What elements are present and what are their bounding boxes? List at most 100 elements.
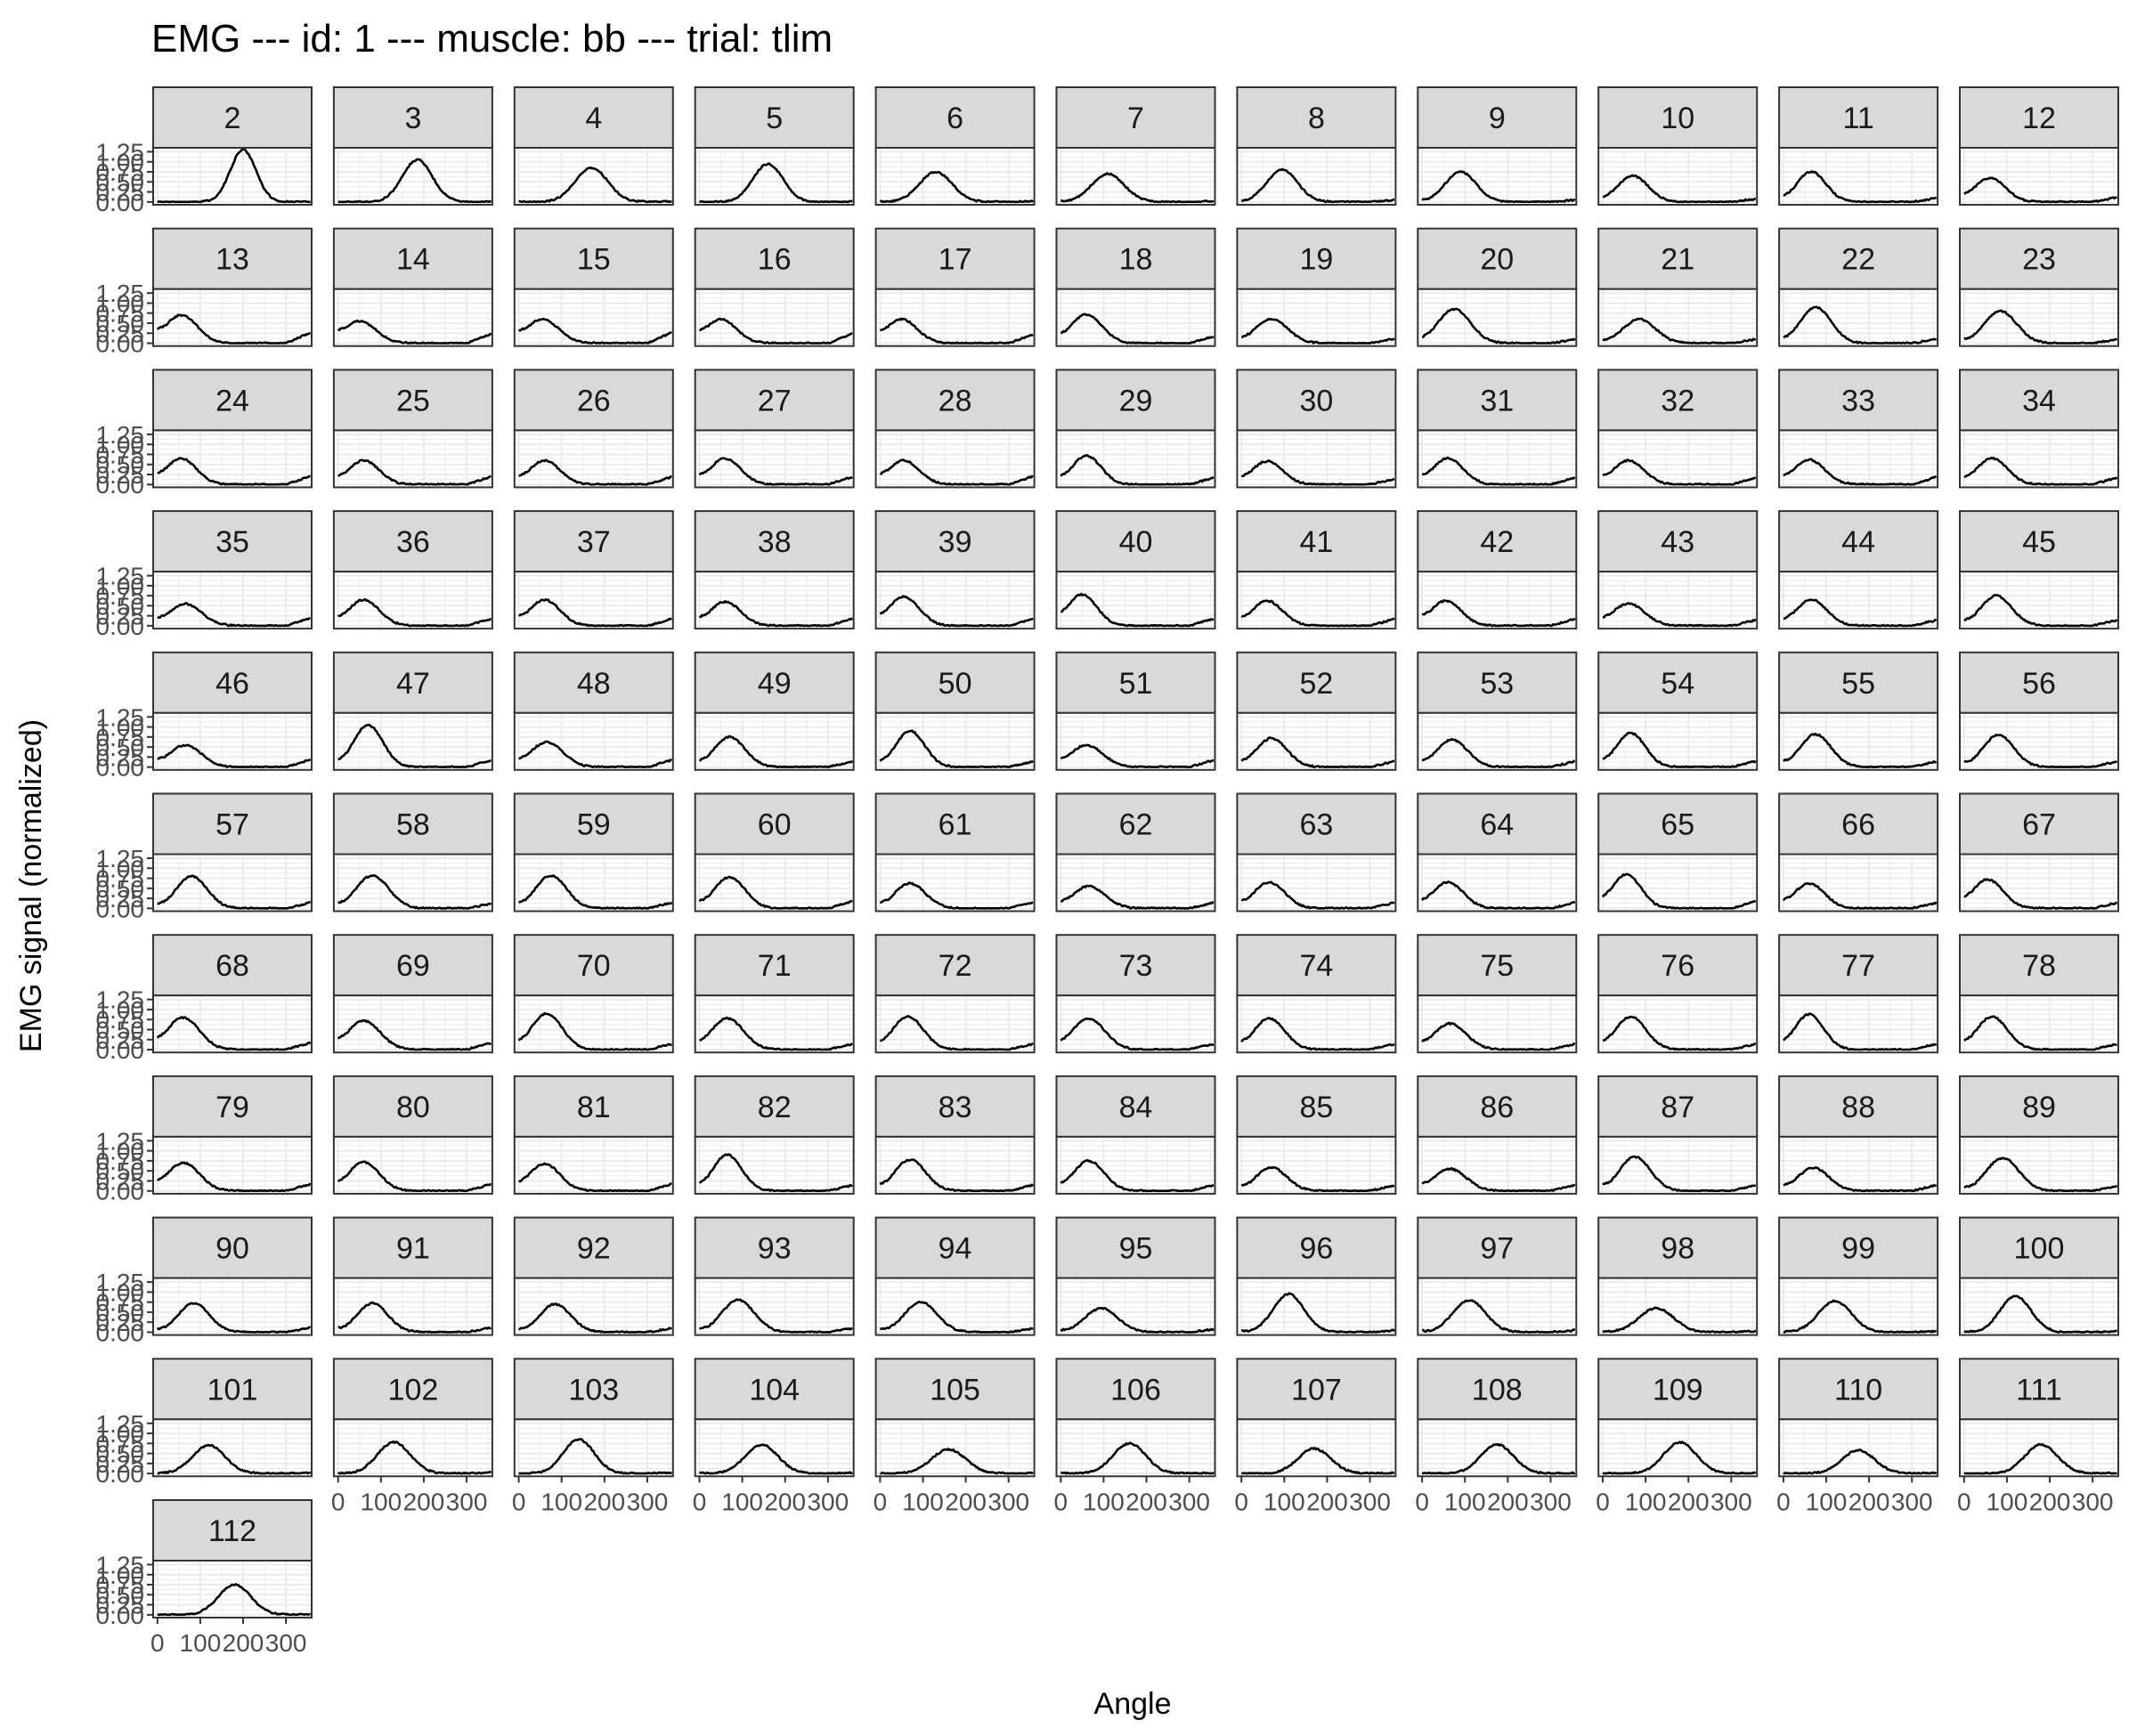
facet-panel-border: [332, 1135, 493, 1195]
facet-strip-label: 44: [1841, 525, 1875, 559]
facet-plot-area: [514, 572, 673, 629]
x-tick-label: 300: [1891, 1488, 1933, 1515]
emg-series-line: [1060, 1017, 1215, 1051]
facet-panel-border: [332, 147, 493, 206]
facet-strip: [694, 934, 855, 997]
facet-strip-label: 20: [1480, 243, 1514, 277]
facet-strip: [874, 1075, 1036, 1138]
facet-plot-area: [333, 288, 492, 346]
y-tick-label: 0.75: [96, 1571, 145, 1599]
emg-series-line: [337, 1018, 492, 1051]
y-tick-label: 0.25: [96, 461, 145, 489]
facet-strip: [1417, 1075, 1578, 1138]
facet-strip-label: 43: [1661, 525, 1694, 559]
facet-panel-border: [1778, 711, 1939, 771]
x-tick-label: 300: [627, 1488, 669, 1515]
facet-panel: 43: [1597, 510, 1759, 630]
facet-strip: [513, 86, 674, 149]
facet-panel: 97: [1417, 1216, 1578, 1336]
facet-panel-border: [513, 1277, 674, 1336]
facet-plot-area: [1418, 430, 1577, 488]
facet-panel: 78: [1959, 934, 2119, 1054]
emg-series-line: [1060, 743, 1215, 768]
facet-plot-area: [514, 712, 673, 770]
facet-strip-label: 96: [1299, 1232, 1333, 1266]
facet-panel: 66: [1778, 792, 1939, 913]
x-tick-label: 200: [1306, 1488, 1348, 1515]
facet-panel: 6: [874, 86, 1036, 206]
emg-series-line: [337, 723, 492, 768]
emg-series-line: [518, 740, 672, 768]
facet-panel-border: [1236, 1135, 1397, 1195]
facet-panel: 106 0 100 200 300: [1054, 1358, 1216, 1515]
facet-strip-label: 87: [1661, 1091, 1694, 1124]
emg-series-line: [699, 317, 853, 345]
facet-plot-area: [1598, 1419, 1758, 1477]
emg-series-line: [1421, 1021, 1576, 1051]
x-tick-label: 0: [1054, 1488, 1068, 1515]
facet-plot-area: [1056, 1419, 1215, 1477]
emg-series-line: [698, 457, 853, 486]
facet-panel: 36: [332, 510, 493, 630]
facet-panel: 74: [1236, 934, 1397, 1054]
facet-strip: [1417, 934, 1578, 997]
y-tick-label: 0.50: [96, 875, 145, 903]
facet-strip: [152, 1075, 313, 1138]
facet-strip: [1597, 510, 1759, 573]
emg-series-line: [1240, 1017, 1395, 1051]
facet-plot-area: [1779, 1419, 1938, 1477]
facet-panel-border: [1417, 429, 1578, 489]
facet-panel-border: [1236, 147, 1397, 206]
y-tick-label: 0.50: [96, 451, 145, 479]
emg-series-line: [1783, 305, 1937, 345]
facet-strip: [513, 227, 674, 290]
facet-strip-label: 66: [1841, 808, 1875, 842]
facet-strip: [332, 934, 493, 997]
emg-series-line: [699, 1298, 853, 1334]
facet-strip: [1055, 369, 1216, 432]
facet-strip-label: 30: [1299, 384, 1333, 418]
facet-panel: 64: [1417, 792, 1578, 913]
y-tick-label: 0.75: [96, 865, 145, 893]
emg-series-line: [880, 1015, 1034, 1051]
facet-strip: [513, 1075, 674, 1138]
facet-strip-label: 12: [2022, 101, 2056, 135]
facet-strip-label: 3: [404, 101, 421, 135]
facet-panel-border: [1417, 571, 1578, 630]
facet-strip-label: 65: [1661, 808, 1694, 842]
emg-series-line: [880, 317, 1034, 345]
facet-strip-label: 8: [1308, 101, 1325, 135]
facet-panel: 16: [694, 227, 855, 347]
facet-strip-label: 92: [577, 1232, 611, 1266]
facet-strip: [1778, 510, 1939, 573]
emg-series-line: [517, 317, 672, 345]
facet-strip: [1959, 1216, 2119, 1279]
emg-series-line: [157, 602, 311, 628]
facet-panel: 82: [694, 1075, 855, 1195]
facet-strip-label: 52: [1299, 667, 1333, 701]
facet-panel: 68 0.000.250.500.751.001.25: [96, 934, 313, 1064]
facet-panel: 14: [332, 227, 493, 347]
y-tick-label: 1.00: [96, 1138, 145, 1165]
facet-panel-border: [874, 1135, 1036, 1195]
facet-strip-label: 80: [396, 1091, 430, 1124]
facet-strip-label: 86: [1480, 1091, 1514, 1124]
facet-panel: 37: [513, 510, 674, 630]
facet-strip-label: 101: [207, 1373, 258, 1407]
facet-strip-label: 6: [947, 101, 963, 135]
facet-strip: [1597, 934, 1759, 997]
x-tick-label: 100: [540, 1488, 582, 1515]
facet-plot-area: [1598, 712, 1758, 770]
facet-strip-label: 33: [1841, 384, 1875, 418]
y-tick-label: 0.25: [96, 1450, 145, 1478]
x-tick-label: 0: [331, 1488, 345, 1515]
facet-strip-label: 22: [1841, 243, 1875, 277]
facet-panel: 24 0.000.250.500.751.001.25: [96, 369, 313, 499]
facet-plot-area: [1056, 712, 1215, 770]
emg-series-line: [1963, 176, 2117, 204]
x-tick-label: 0: [512, 1488, 526, 1515]
emg-series-line: [1602, 1015, 1757, 1051]
facet-plot-area: [1598, 148, 1758, 205]
facet-strip-label: 56: [2022, 667, 2056, 701]
facet-strip: [694, 651, 855, 714]
